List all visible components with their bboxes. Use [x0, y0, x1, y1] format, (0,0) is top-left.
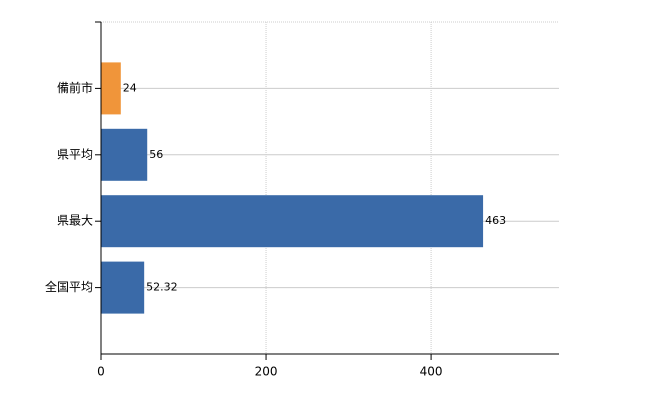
- value-label: 56: [149, 148, 163, 161]
- value-label: 24: [123, 81, 137, 94]
- y-tick-label: 全国平均: [45, 279, 93, 294]
- y-tick-label: 県平均: [57, 147, 93, 161]
- x-tick-label: 200: [255, 365, 278, 379]
- y-tick-label: 備前市: [57, 80, 93, 95]
- y-tick-label: 県最大: [57, 214, 93, 228]
- value-label: 52.32: [146, 281, 178, 294]
- x-tick-label: 0: [97, 365, 105, 379]
- value-label: 463: [485, 214, 506, 227]
- bar: [101, 261, 145, 314]
- bar: [101, 128, 148, 181]
- x-tick-label: 400: [420, 365, 443, 379]
- bar: [101, 62, 121, 115]
- bar: [101, 195, 484, 248]
